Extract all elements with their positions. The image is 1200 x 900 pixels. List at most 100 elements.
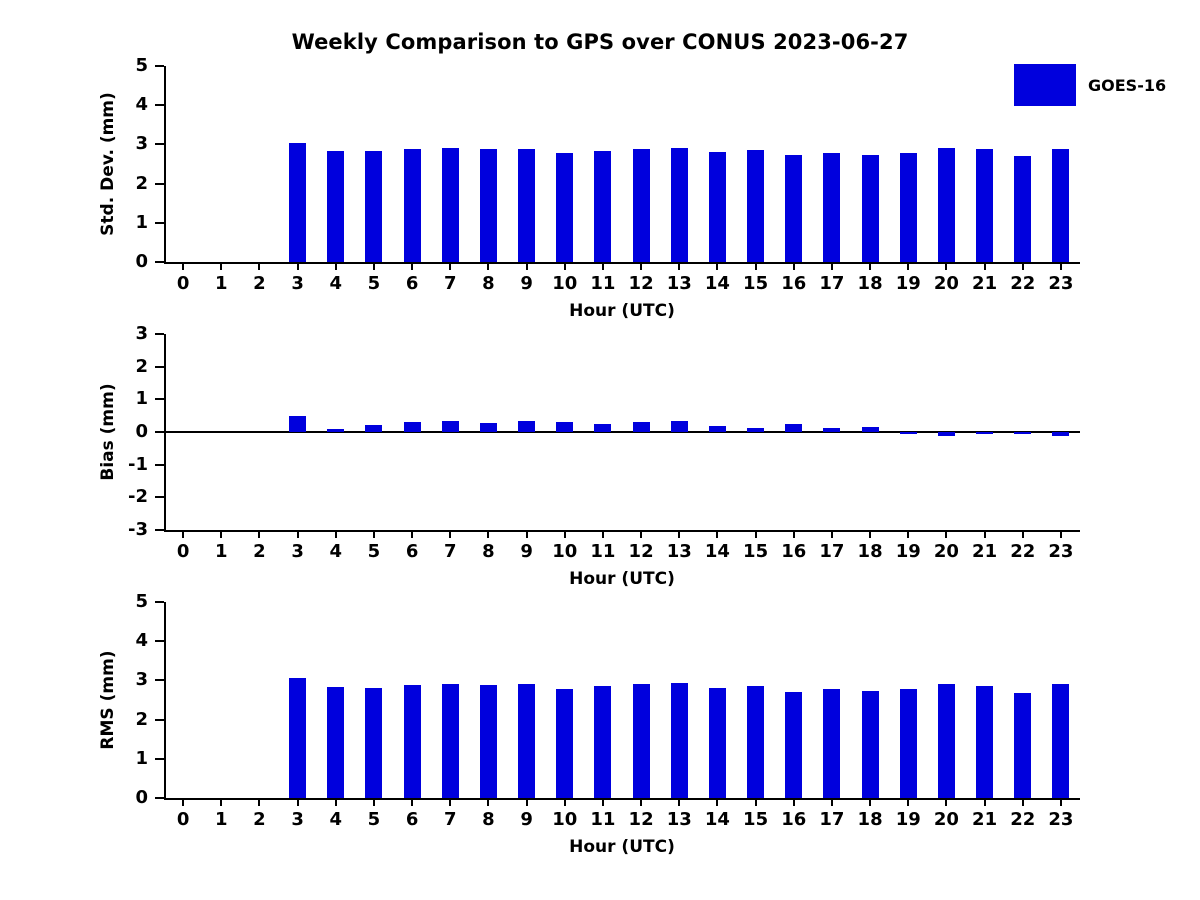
bar bbox=[327, 151, 345, 262]
y-axis-tick: 0 bbox=[135, 423, 164, 441]
x-axis-tick-label: 19 bbox=[895, 273, 921, 294]
y-axis-tick: 2 bbox=[135, 357, 164, 375]
x-axis-tick-label: 17 bbox=[819, 541, 845, 562]
bar bbox=[899, 689, 917, 798]
bar bbox=[708, 151, 726, 262]
bar bbox=[785, 423, 803, 432]
x-axis-tick bbox=[907, 798, 910, 806]
bar bbox=[441, 683, 459, 798]
bar bbox=[327, 687, 345, 798]
x-axis-tick-label: 3 bbox=[291, 273, 304, 294]
x-axis-tick-label: 1 bbox=[214, 809, 228, 830]
bar bbox=[518, 683, 536, 798]
y-axis-tick: 0 bbox=[135, 253, 164, 271]
bar bbox=[899, 431, 917, 434]
page-title: Weekly Comparison to GPS over CONUS 2023… bbox=[291, 30, 909, 54]
bar bbox=[289, 678, 307, 798]
y-axis-tick: 4 bbox=[135, 96, 164, 114]
bar bbox=[1014, 155, 1032, 262]
bar bbox=[670, 420, 688, 432]
y-axis-tick: -1 bbox=[128, 455, 164, 473]
bar bbox=[1052, 148, 1070, 262]
x-axis-tick bbox=[907, 530, 910, 538]
x-axis-tick-label: 7 bbox=[443, 809, 457, 830]
x-axis-tick bbox=[487, 530, 490, 538]
bar bbox=[785, 155, 803, 262]
x-axis-tick-label: 3 bbox=[291, 809, 304, 830]
x-axis-tick-label: 4 bbox=[329, 809, 343, 830]
x-axis-tick bbox=[220, 530, 223, 538]
bar bbox=[441, 147, 459, 262]
x-axis-tick-label: 10 bbox=[552, 273, 578, 294]
x-axis-tick bbox=[754, 798, 757, 806]
bar bbox=[289, 143, 307, 262]
bar bbox=[327, 429, 345, 432]
x-axis-tick bbox=[334, 798, 337, 806]
y-axis-tick-label: 3 bbox=[135, 323, 148, 344]
x-axis-tick bbox=[372, 530, 375, 538]
x-axis-tick bbox=[411, 530, 414, 538]
y-axis-tick-label: 2 bbox=[135, 708, 148, 730]
y-axis-tick: 5 bbox=[135, 593, 164, 611]
bar bbox=[823, 153, 841, 262]
x-axis-tick bbox=[258, 530, 261, 538]
y-axis-tick: 3 bbox=[135, 135, 164, 153]
y-axis-title: Bias (mm) bbox=[98, 383, 118, 481]
x-axis-tick bbox=[182, 262, 185, 270]
y-axis-tick-label: 4 bbox=[135, 94, 148, 116]
x-axis-tick-label: 10 bbox=[552, 809, 578, 830]
x-axis-tick-label: 12 bbox=[628, 541, 654, 562]
chart-panel-std-dev: 0 1 2 3 4 5 0 1 2 3 4 5 6 7 8 9 10 11 12 13 14 15 16 17 18 19 20 21… bbox=[98, 57, 1080, 321]
chart-panel-rms: 0 1 2 3 4 5 0 1 2 3 4 5 6 7 8 9 10 11 12 13 14 15 16 17 18 19 20 21… bbox=[98, 593, 1080, 857]
x-axis-title: Hour (UTC) bbox=[569, 301, 675, 321]
y-axis-tick-label: 5 bbox=[135, 55, 148, 76]
y-axis-tick-label: -2 bbox=[128, 486, 148, 508]
x-axis-line bbox=[164, 262, 1080, 264]
x-axis-tick bbox=[601, 530, 604, 538]
x-axis-tick bbox=[296, 262, 299, 270]
x-axis-line bbox=[164, 530, 1080, 532]
x-axis-tick bbox=[1059, 530, 1062, 538]
y-axis-tick-label: 3 bbox=[135, 133, 148, 155]
y-axis-tick-label: -3 bbox=[128, 519, 148, 540]
x-axis-tick-label: 15 bbox=[743, 809, 769, 830]
x-axis-tick-label: 16 bbox=[781, 541, 807, 562]
bar bbox=[823, 689, 841, 798]
x-axis-tick bbox=[220, 262, 223, 270]
x-axis-tick bbox=[563, 530, 566, 538]
bar bbox=[479, 149, 497, 262]
x-axis-tick-label: 23 bbox=[1048, 809, 1074, 830]
x-axis-tick bbox=[296, 530, 299, 538]
x-axis-tick-label: 20 bbox=[933, 541, 959, 562]
x-axis-tick bbox=[678, 798, 681, 806]
x-axis-tick-label: 6 bbox=[405, 541, 419, 562]
y-axis-line bbox=[164, 66, 166, 262]
bar bbox=[747, 149, 765, 262]
chart-legend: GOES-16 bbox=[1014, 64, 1166, 106]
x-axis-tick bbox=[601, 798, 604, 806]
x-axis-title: Hour (UTC) bbox=[569, 837, 675, 857]
x-axis-tick-label: 9 bbox=[520, 541, 533, 562]
x-axis-tick bbox=[1021, 798, 1024, 806]
bar bbox=[708, 688, 726, 798]
x-axis-tick-label: 21 bbox=[972, 809, 998, 830]
bar bbox=[556, 421, 574, 432]
bar bbox=[518, 420, 536, 432]
x-axis-tick-label: 22 bbox=[1010, 809, 1036, 830]
y-axis-tick: -2 bbox=[128, 488, 164, 506]
x-axis-tick bbox=[296, 798, 299, 806]
bar bbox=[937, 432, 955, 436]
bar bbox=[899, 153, 917, 262]
x-axis-tick bbox=[792, 798, 795, 806]
y-axis-tick: 1 bbox=[135, 749, 164, 767]
x-axis-tick bbox=[754, 530, 757, 538]
bar bbox=[289, 415, 307, 432]
y-axis-tick: 3 bbox=[135, 325, 164, 343]
bar bbox=[365, 151, 383, 262]
zero-reference-line bbox=[164, 431, 1080, 433]
x-axis-tick-label: 8 bbox=[482, 273, 495, 294]
x-axis-tick-label: 5 bbox=[367, 809, 381, 830]
y-axis-tick-label: 2 bbox=[135, 172, 148, 194]
x-axis-tick-label: 18 bbox=[857, 541, 883, 562]
